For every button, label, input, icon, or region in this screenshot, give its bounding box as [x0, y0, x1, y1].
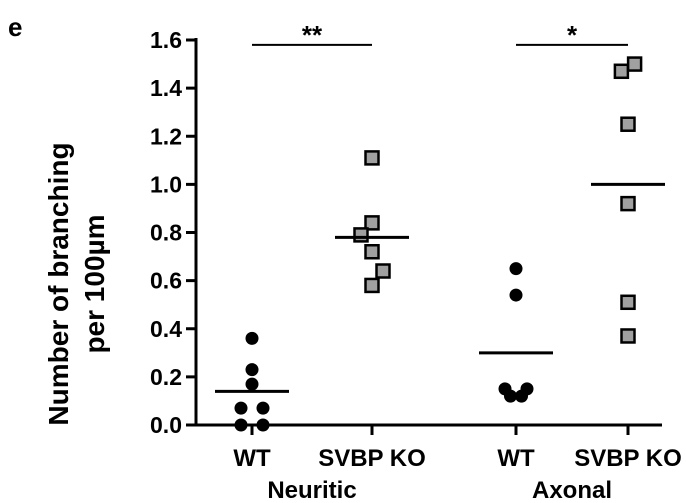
- data-point: [626, 56, 643, 72]
- data-point: [245, 377, 259, 391]
- y-tick-label: 0.0: [150, 412, 182, 438]
- y-axis-label-line2: per 100µm: [79, 214, 110, 353]
- data-point: [234, 401, 248, 415]
- data-point: [620, 328, 636, 344]
- data-point: [364, 150, 380, 166]
- data-point: [353, 227, 369, 243]
- x-group-label: Axonal: [532, 477, 612, 503]
- x-category-label: WT: [233, 445, 271, 472]
- panel-label: e: [8, 12, 22, 42]
- data-point: [620, 195, 636, 212]
- y-tick-label: 1.4: [150, 75, 182, 101]
- data-marks: [215, 43, 665, 432]
- data-point: [256, 418, 270, 432]
- data-point: [509, 288, 523, 302]
- axis-labels: 0.0 0.2 0.4 0.6 0.8 1.0 1.2 1.4 1.6 WT SVBP KO Neur…: [150, 20, 682, 503]
- y-axis-label-line1: Number of branching: [43, 142, 74, 425]
- x-category-label: WT: [497, 445, 535, 472]
- data-point: [515, 389, 528, 403]
- data-point: [620, 294, 636, 311]
- significance-label: *: [567, 20, 578, 50]
- data-point: [364, 244, 380, 260]
- data-point: [504, 389, 517, 403]
- data-point: [613, 63, 630, 80]
- y-tick-label: 1.2: [150, 123, 182, 149]
- data-point: [245, 363, 259, 377]
- data-point: [509, 262, 523, 276]
- x-category-label: SVBP KO: [574, 445, 682, 472]
- data-point: [256, 401, 270, 415]
- data-point: [375, 263, 391, 279]
- y-tick-label: 0.8: [150, 220, 182, 246]
- significance-label: **: [302, 20, 323, 50]
- y-tick-label: 1.0: [150, 171, 182, 197]
- y-tick-label: 0.2: [150, 364, 182, 390]
- data-point: [620, 116, 636, 132]
- data-point: [364, 215, 380, 231]
- data-point: [245, 331, 259, 345]
- y-tick-label: 1.6: [150, 27, 182, 53]
- x-group-label: Neuritic: [267, 477, 356, 503]
- y-tick-label: 0.6: [150, 268, 182, 294]
- x-category-label: SVBP KO: [318, 445, 426, 472]
- y-tick-label: 0.4: [150, 316, 182, 342]
- axes: [186, 38, 662, 435]
- data-point: [364, 277, 380, 294]
- data-point: [234, 418, 248, 432]
